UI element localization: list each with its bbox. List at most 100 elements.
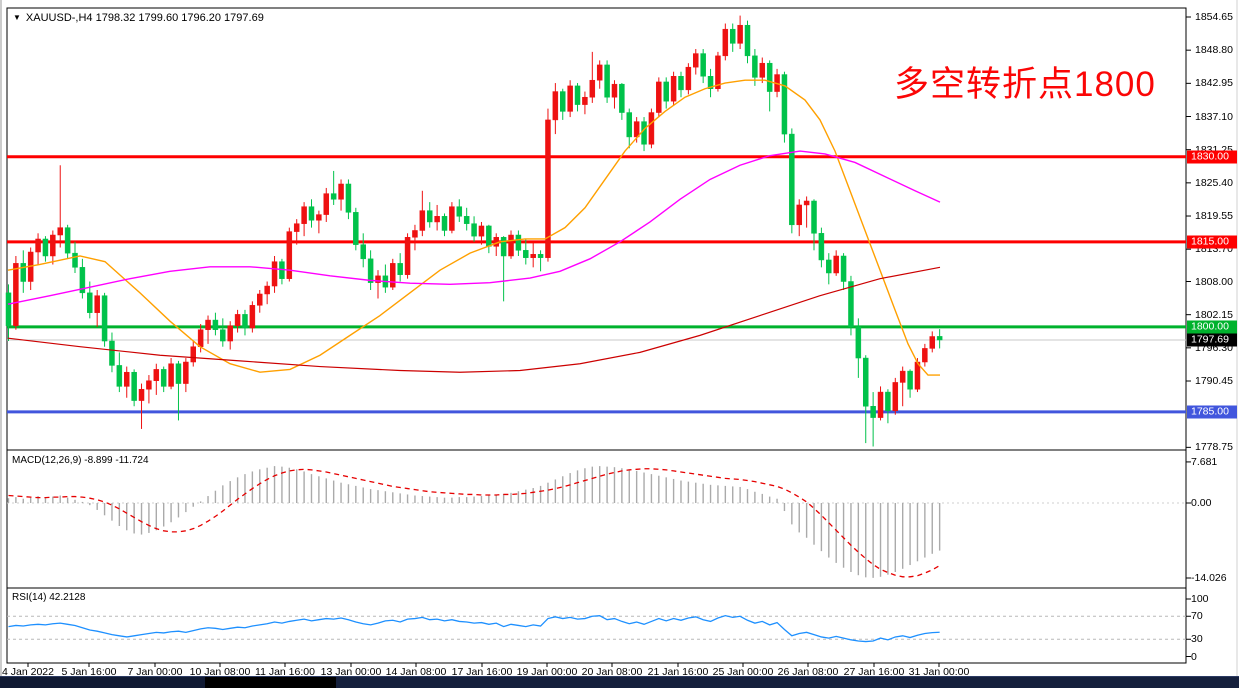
time-axis-label: 13 Jan 00:00 xyxy=(320,666,382,678)
candle-body xyxy=(907,370,913,390)
rsi-indicator-label: RSI(14) 42.2128 xyxy=(12,592,86,603)
rsi-axis-label: 30 xyxy=(1191,633,1203,646)
candle-body xyxy=(338,183,344,200)
candle-body xyxy=(175,363,182,384)
candle-body xyxy=(212,319,219,330)
panel-border-2 xyxy=(6,587,1187,664)
candle-body xyxy=(360,244,366,260)
candle-body xyxy=(500,237,507,257)
candle-body xyxy=(42,238,49,257)
candle-body xyxy=(922,348,928,363)
candle-body xyxy=(375,275,381,283)
candle-body xyxy=(183,361,189,384)
candle-body xyxy=(759,62,766,78)
candle-body xyxy=(227,325,233,342)
time-axis-label: 25 Jan 00:00 xyxy=(712,666,774,678)
candle-body xyxy=(604,64,610,98)
macd-axis-label: 0.00 xyxy=(1191,497,1212,509)
candle-body xyxy=(892,382,899,412)
candle-body xyxy=(818,233,825,261)
candle-body xyxy=(693,53,699,68)
candle-body xyxy=(648,112,655,145)
candle-body xyxy=(929,336,935,349)
price-axis-label: 1790.45 xyxy=(1195,375,1233,387)
candle-body xyxy=(308,206,315,221)
time-axis-label: 21 Jan 16:00 xyxy=(647,666,709,678)
candle-body xyxy=(862,357,869,407)
candle-body xyxy=(20,263,27,282)
candle-body xyxy=(79,267,86,294)
candle-body xyxy=(330,193,337,200)
candle-body xyxy=(611,83,618,98)
price-axis-label: 1825.40 xyxy=(1195,176,1233,189)
price-tag-1785.00: 1785.00 xyxy=(1187,405,1237,419)
candle-body xyxy=(101,295,108,342)
candle-body xyxy=(249,305,256,329)
candle-body xyxy=(316,214,322,221)
candle-body xyxy=(257,293,263,306)
candle-body xyxy=(560,91,566,112)
candle-body xyxy=(404,237,411,275)
candle-body xyxy=(478,225,485,237)
candle-body xyxy=(109,340,115,366)
candle-body xyxy=(50,234,56,257)
candle-body xyxy=(574,85,581,105)
candle-body xyxy=(545,119,551,258)
rsi-axis-label: 0 xyxy=(1191,650,1197,663)
candle-body xyxy=(641,121,647,145)
current-price-tag: 1797.69 xyxy=(1187,333,1237,347)
candle-body xyxy=(678,76,684,91)
candle-body xyxy=(523,250,529,258)
ma-mid-magenta xyxy=(7,150,941,305)
candle-body xyxy=(242,314,248,329)
candle-body xyxy=(840,255,847,282)
candle-body xyxy=(663,81,669,102)
time-axis-label: 20 Jan 08:00 xyxy=(581,666,643,678)
candle-body xyxy=(146,380,152,390)
candle-body xyxy=(899,370,906,383)
price-axis-label: 1802.15 xyxy=(1195,308,1233,321)
candle-body xyxy=(116,365,123,387)
macd-signal-line xyxy=(8,468,940,578)
candle-body xyxy=(471,223,477,237)
candle-body xyxy=(456,206,463,217)
time-axis-label: 27 Jan 16:00 xyxy=(843,666,905,678)
candle-body xyxy=(397,263,403,275)
candle-body xyxy=(596,64,603,81)
taskbar[interactable] xyxy=(0,676,1239,688)
candle-body xyxy=(293,223,300,232)
candle-body xyxy=(552,91,559,121)
candle-body xyxy=(94,295,100,313)
candle-body xyxy=(123,371,130,387)
candle-body xyxy=(486,225,492,247)
candle-body xyxy=(515,234,522,251)
chart-title-text: XAUUSD-,H4 1798.32 1799.60 1796.20 1797.… xyxy=(25,12,264,24)
candle-body xyxy=(131,371,137,401)
chart-annotation: 多空转折点1800 xyxy=(894,65,1156,104)
candle-body xyxy=(744,24,751,57)
taskbar-window-button[interactable] xyxy=(205,677,336,688)
candle-body xyxy=(160,369,167,387)
candle-body xyxy=(367,258,374,283)
candle-body xyxy=(707,76,714,89)
ma-slow-darkred xyxy=(7,266,941,373)
candle-body xyxy=(848,281,854,328)
candle-body xyxy=(737,24,743,44)
price-axis-label: 1778.75 xyxy=(1195,441,1233,454)
candle-body xyxy=(803,200,810,206)
candle-body xyxy=(826,259,832,274)
candle-body xyxy=(833,255,839,274)
time-axis-label: 4 Jan 2022 xyxy=(2,666,54,678)
rsi-axis-label: 100 xyxy=(1191,593,1209,605)
candle-body xyxy=(766,62,773,92)
taskbar-left-segment[interactable] xyxy=(0,677,205,688)
panel-border-1 xyxy=(6,449,1187,589)
candle-body xyxy=(626,112,633,138)
candle-body xyxy=(633,121,640,138)
candle-body xyxy=(656,81,662,113)
candle-body xyxy=(685,66,692,91)
price-axis-label: 1854.65 xyxy=(1195,11,1233,23)
candle-body xyxy=(722,28,729,57)
